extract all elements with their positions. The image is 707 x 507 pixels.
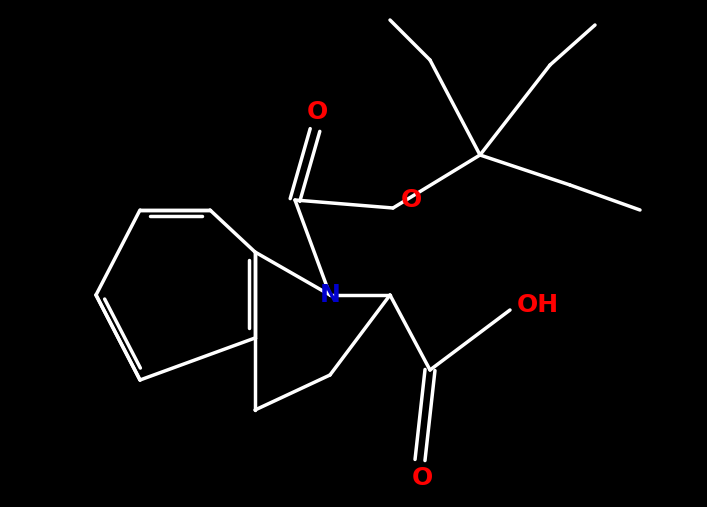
Text: OH: OH [517, 293, 559, 317]
Text: O: O [400, 188, 421, 212]
Text: O: O [306, 100, 327, 124]
Text: N: N [320, 283, 341, 307]
Text: O: O [411, 466, 433, 490]
